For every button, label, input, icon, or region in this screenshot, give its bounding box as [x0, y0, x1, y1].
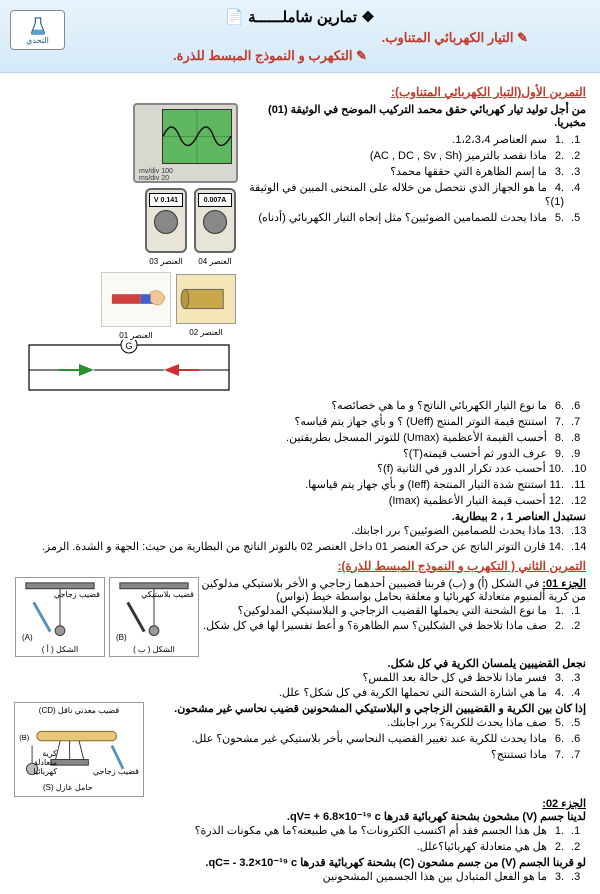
q6: .6 ما نوع التيار الكهربائي الناتج؟ و ما …	[14, 399, 568, 414]
element-03: العنصر 03	[143, 257, 189, 266]
flask-icon	[29, 16, 47, 36]
q14: .14 قارن التوتر الناتج عن حركة العنصر 01…	[14, 540, 568, 555]
q9: .9 عرف الدور ثم أحسب قيمته(T)؟	[14, 447, 568, 462]
part2-line1: لدينا جسم (V) مشحون بشحنة كهربائية قدرها…	[14, 810, 586, 823]
p1q1: .1 ما نوع الشحنة التي يحملها القضيب الزج…	[14, 604, 568, 619]
q11: .11 استنتج شدة التيار المنتجة (Ieff) و ب…	[14, 478, 568, 493]
p1q3: .3 فسر ماذا تلاحظ في كل حالة بعد اللمس؟	[14, 671, 568, 686]
p2q3: .3 ما هو الفعل المتبادل بين هذا الجسمين …	[14, 870, 568, 885]
exercise2-title: التمرين الثاني ( التكهرب و النموذج المبس…	[14, 559, 586, 573]
page-title: ❖ تمارين شاملــــــة 📄	[12, 8, 588, 26]
magnet-hand	[101, 272, 171, 327]
circuit-diagram: G	[24, 340, 234, 395]
q4: .4 ما هو الجهاز الذي نتحصل من خلاله على …	[14, 181, 568, 211]
swap-instruction: نستبدل العناصر 1 ، 2 ببطارية.	[14, 510, 586, 523]
part2-questions-cont: .3 ما هو الفعل المتبادل بين هذا الجسمين …	[14, 870, 586, 885]
q12: .12 أحسب قيمة التيار الأعظمية (Imax)	[14, 494, 568, 509]
subtitle-1: ✎ التيار الكهربائي المتناوب.	[12, 30, 588, 46]
content-area: التمرين الأول(التيار الكهربائي المتناوب)…	[0, 73, 600, 894]
part1-questions-cont2: .5 صف ماذا يحدث للكرية؟ برر اجابتك. .6 م…	[14, 716, 586, 763]
part1-questions-cont: .3 فسر ماذا تلاحظ في كل حالة بعد اللمس؟ …	[14, 671, 586, 702]
q13: .13 ماذا يحدث للصمامين الضوئيين؟ برر اجا…	[14, 524, 568, 539]
svg-text:G: G	[125, 341, 132, 351]
p1q2: .2 صف ماذا تلاحظ في الشكلين؟ سم الظاهرة؟…	[14, 619, 568, 634]
p1q7: .7 ماذا تستنتج؟	[14, 748, 568, 763]
p1q6: .6 ماذا يحدث للكرية عند تغيير القضيب الن…	[14, 732, 568, 747]
q1: .1 سم العناصر 1،2،3،4.	[14, 133, 568, 148]
exercise1-title: التمرين الأول(التيار الكهربائي المتناوب)…	[14, 85, 586, 99]
subtitle-2: ✎ التكهرب و النموذج المبسط للذرة.	[12, 48, 588, 64]
exercise1-questions-cont2: .13 ماذا يحدث للصمامين الضوئيين؟ برر اجا…	[14, 524, 586, 555]
exercise1-questions-cont: .6 ما نوع التيار الكهربائي الناتج؟ و ما …	[14, 399, 586, 509]
coil-box	[176, 274, 236, 324]
p2q2: .2 هل هي متعادلة كهربائيا؟علل.	[14, 840, 568, 855]
part2-line2: لو قربنا الجسم (V) من جسم مشحون (C) بشحن…	[14, 856, 586, 869]
p2q1: .1 هل هذا الجسم فقد أم اكتسب الكترونات؟ …	[14, 824, 568, 839]
q5: .5 ماذا يحدث للصمامين الضوئيين؟ مثل إتجا…	[14, 211, 568, 226]
element-02: العنصر 02	[174, 328, 238, 337]
p1q4: .4 ما هي اشارة الشحنة التي تحملها الكرية…	[14, 686, 568, 701]
touch-instruction: نجعل القضيبين يلمسان الكرية في كل شكل.	[14, 657, 586, 670]
part2-label: الجزء 02:	[14, 797, 586, 810]
q7: .7 استنتج قيمة التوتر المنتج (Ueff) ؟ و …	[14, 415, 568, 430]
logo-text: التحدي	[26, 36, 49, 45]
q8: .8 أحسب القيمة الأعظمية (Umax) للتوتر ال…	[14, 431, 568, 446]
q3: .3 ما إسم الظاهرة التي حققها محمد؟	[14, 165, 568, 180]
element-04: العنصر 04	[192, 257, 238, 266]
element-01: العنصر 01	[101, 331, 171, 340]
q10: .10 أحسب عدد تكرار الدور في الثانية (f)؟	[14, 462, 568, 477]
part2-questions: .1 هل هذا الجسم فقد أم اكتسب الكترونات؟ …	[14, 824, 586, 855]
page-header: التحدي ❖ تمارين شاملــــــة 📄 ✎ التيار ا…	[0, 0, 600, 73]
q2: .2 ماذا نقصد بالترميز (AC , DC , Sv , Sh…	[14, 149, 568, 164]
p1q5: .5 صف ماذا يحدث للكرية؟ برر اجابتك.	[14, 716, 568, 731]
part1-questions: .1 ما نوع الشحنة التي يحملها القضيب الزج…	[14, 604, 586, 635]
brand-logo: التحدي	[10, 10, 65, 50]
